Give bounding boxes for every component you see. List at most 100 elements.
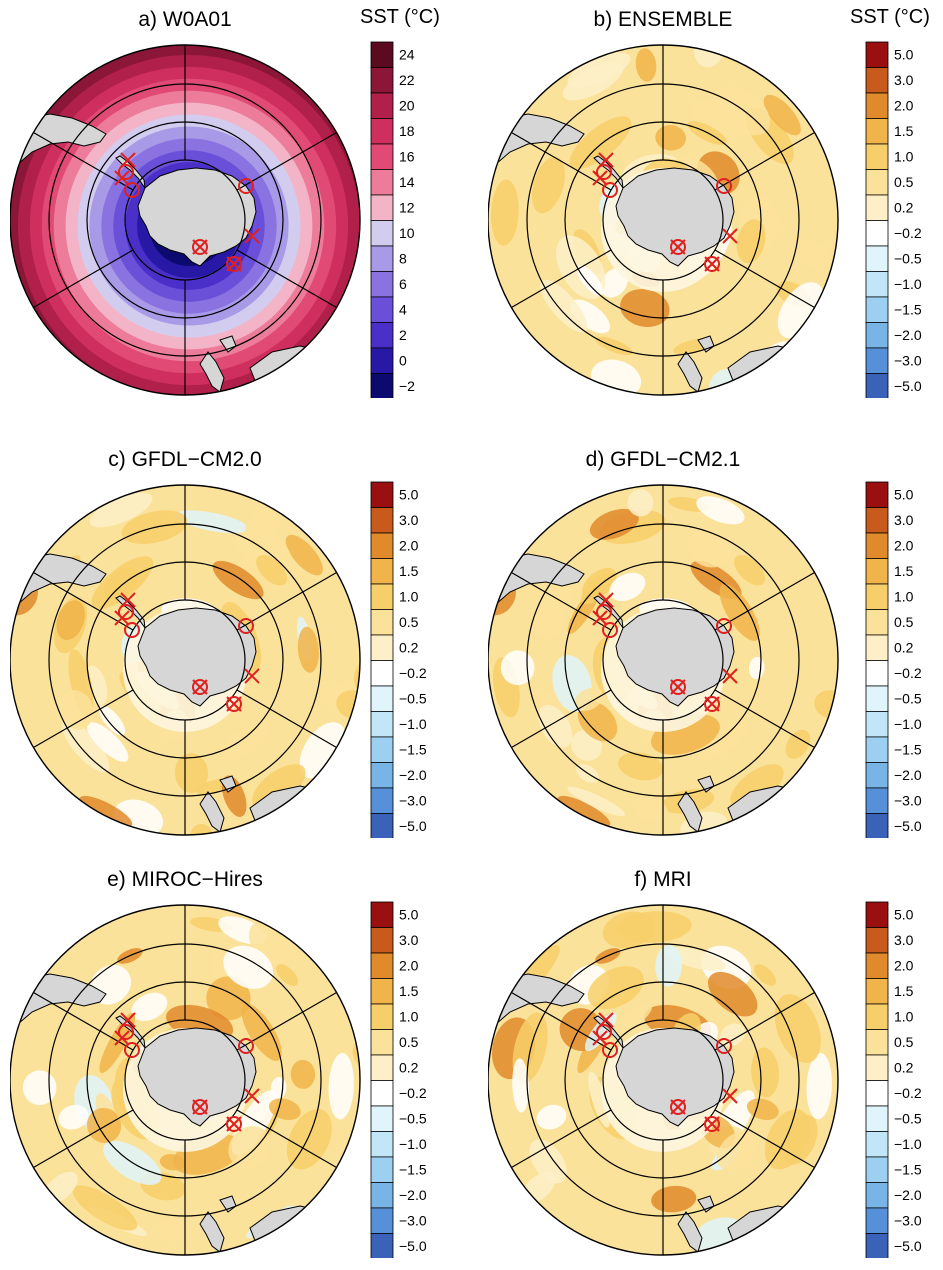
colorbar-label: 16 bbox=[399, 149, 415, 165]
colorbar-swatch bbox=[865, 481, 889, 508]
colorbar-swatch bbox=[370, 1131, 394, 1158]
colorbar-label: −5.0 bbox=[399, 1238, 427, 1254]
anomaly-patch bbox=[22, 1070, 57, 1106]
anomaly-patch bbox=[716, 1131, 756, 1170]
colorbar-label: 12 bbox=[399, 200, 415, 216]
anomaly-patch bbox=[587, 966, 644, 1010]
colorbar-swatch bbox=[370, 169, 394, 196]
colorbar-swatch bbox=[865, 711, 889, 738]
anomaly-patch bbox=[618, 752, 664, 781]
panel-b: b) ENSEMBLE SST (°C) 5.0 3.0 2.0 1.5 1.0 0.5 0.2… bbox=[488, 0, 943, 410]
site-marker-circled-cross bbox=[192, 679, 208, 695]
anomaly-patch bbox=[763, 94, 801, 136]
meridian-line bbox=[236, 131, 337, 191]
anomaly-patch bbox=[190, 823, 213, 835]
colorbar-label: 1.5 bbox=[894, 983, 914, 999]
anomaly-patch bbox=[567, 52, 631, 88]
colorbar-swatch bbox=[370, 532, 394, 559]
site-marker-circled-cross bbox=[704, 256, 720, 272]
colorbar-swatch bbox=[370, 952, 394, 979]
colorbar-label: −1.5 bbox=[894, 302, 922, 318]
anomaly-patch bbox=[529, 1139, 567, 1184]
anomaly-patch bbox=[286, 1109, 332, 1170]
colorbar-label: −1.5 bbox=[399, 742, 427, 758]
site-marker-circle bbox=[118, 1024, 134, 1040]
colorbar-label: −1.5 bbox=[894, 742, 922, 758]
polar-map bbox=[488, 44, 839, 396]
anomaly-patch bbox=[99, 705, 126, 736]
anomaly-patch bbox=[219, 720, 270, 761]
colorbar-swatch bbox=[865, 813, 889, 838]
site-marker-circle bbox=[716, 178, 732, 194]
colorbar-swatch bbox=[370, 1054, 394, 1081]
colorbar-label: −5.0 bbox=[894, 378, 922, 394]
colorbar-label: −0.2 bbox=[399, 1085, 427, 1101]
anomaly-patch bbox=[567, 786, 625, 817]
site-marker-cross bbox=[722, 228, 738, 244]
site-marker-circled-cross bbox=[192, 1099, 208, 1115]
colorbar-swatch bbox=[370, 978, 394, 1005]
meridian-line bbox=[714, 991, 815, 1051]
site-marker-circle bbox=[596, 604, 612, 620]
colorbar-swatch bbox=[370, 1003, 394, 1030]
colorbar-swatch bbox=[865, 583, 889, 610]
site-marker-circle bbox=[716, 1038, 732, 1054]
anomaly-patch bbox=[569, 299, 611, 334]
colorbar-swatch bbox=[370, 296, 394, 323]
colorbar-label: 5.0 bbox=[894, 47, 914, 63]
site-marker-circled-cross bbox=[670, 679, 686, 695]
colorbar-swatch bbox=[865, 194, 889, 221]
colorbar-label: −1.5 bbox=[399, 1162, 427, 1178]
anomaly-patch bbox=[285, 534, 323, 576]
colorbar-swatch bbox=[370, 813, 394, 838]
site-marker-cross bbox=[244, 1088, 260, 1104]
anomaly-patch bbox=[697, 720, 748, 761]
site-marker-cross bbox=[722, 668, 738, 684]
meridian-line bbox=[33, 689, 134, 749]
site-marker-cross bbox=[244, 228, 260, 244]
colorbar-swatch bbox=[865, 1207, 889, 1234]
meridian-line bbox=[511, 689, 612, 749]
site-marker-circled-cross bbox=[226, 1116, 242, 1132]
colorbar-swatch bbox=[370, 927, 394, 954]
colorbar-swatch bbox=[370, 118, 394, 145]
landmass bbox=[137, 1027, 257, 1127]
anomaly-patch bbox=[500, 650, 535, 686]
anomaly-patch bbox=[774, 994, 821, 1063]
anomaly-patch bbox=[688, 528, 731, 568]
site-marker-circle bbox=[602, 182, 618, 198]
colorbar-swatch bbox=[865, 41, 889, 68]
meridian-line bbox=[511, 571, 612, 631]
anomaly-patch bbox=[792, 240, 832, 267]
panel-f: f) MRI 5.0 3.0 2.0 1.5 1.0 0.5 0.2 −0.2 −0.5 −1.0 −… bbox=[488, 860, 943, 1270]
anomaly-patch bbox=[655, 944, 683, 987]
polar-map bbox=[10, 484, 361, 836]
colorbar: 5.0 3.0 2.0 1.5 1.0 0.5 0.2 −0.2 −0.5 −1.0 −1.5 −2.… bbox=[865, 481, 922, 838]
landmass bbox=[268, 0, 340, 38]
colorbar-swatch bbox=[865, 1029, 889, 1056]
anomaly-patch bbox=[719, 583, 760, 641]
colorbar-label: −2.0 bbox=[894, 1187, 922, 1203]
anomaly-patch bbox=[666, 946, 726, 971]
site-marker-circled-cross bbox=[670, 1099, 686, 1115]
colorbar-label: 0.2 bbox=[399, 1060, 419, 1076]
site-marker-circled-cross bbox=[704, 1116, 720, 1132]
colorbar-label: −1.5 bbox=[894, 1162, 922, 1178]
map-border bbox=[488, 484, 839, 836]
colorbar-label: 2 bbox=[399, 327, 407, 343]
colorbar-swatch bbox=[370, 92, 394, 119]
colorbar-swatch bbox=[370, 481, 394, 508]
colorbar-label: 0.5 bbox=[894, 614, 914, 630]
colorbar-label: 0.5 bbox=[894, 174, 914, 190]
colorbar-swatch bbox=[370, 1233, 394, 1258]
landmass bbox=[137, 607, 257, 707]
colorbar-swatch bbox=[370, 583, 394, 610]
colorbar-swatch bbox=[370, 736, 394, 763]
colorbar-label: −0.2 bbox=[894, 225, 922, 241]
panel-title: e) MIROC−Hires bbox=[107, 868, 263, 891]
anomaly-patch bbox=[635, 48, 657, 82]
map-border bbox=[10, 44, 361, 396]
colorbar-label: −2.0 bbox=[894, 327, 922, 343]
colorbar-swatch bbox=[370, 347, 394, 374]
colorbar-label: 0.2 bbox=[894, 1060, 914, 1076]
